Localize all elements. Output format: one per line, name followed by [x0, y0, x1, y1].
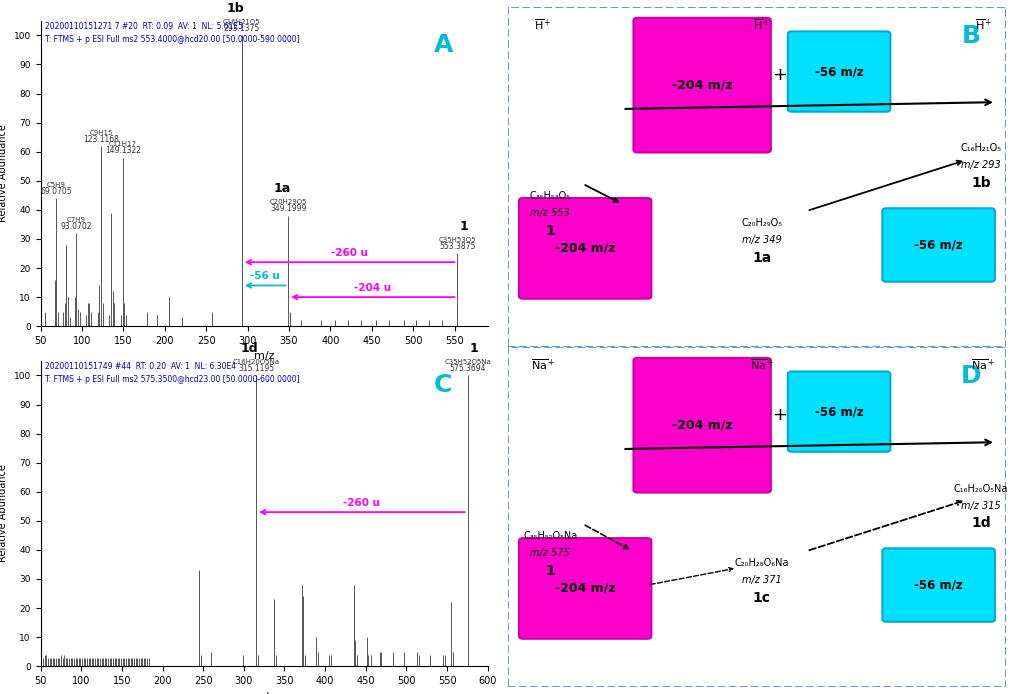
- Text: C₃₅H₅₃O₅: C₃₅H₅₃O₅: [529, 191, 571, 201]
- FancyBboxPatch shape: [787, 31, 890, 112]
- Text: $\overline{\rm H}^+$: $\overline{\rm H}^+$: [974, 17, 993, 32]
- Text: C₃₅H₅₂O₅Na: C₃₅H₅₂O₅Na: [523, 531, 577, 541]
- Text: +: +: [772, 406, 786, 424]
- Text: m/z 349: m/z 349: [742, 235, 781, 245]
- Text: 315.1195: 315.1195: [238, 364, 274, 373]
- Text: C5H9: C5H9: [47, 182, 66, 188]
- Text: -204 m/z: -204 m/z: [555, 242, 616, 255]
- Text: C16H20O5Na: C16H20O5Na: [233, 359, 279, 365]
- Text: 1a: 1a: [273, 183, 291, 195]
- X-axis label: m/z: m/z: [254, 691, 274, 694]
- Text: 93.0702: 93.0702: [61, 222, 92, 231]
- Text: m/z 575: m/z 575: [530, 548, 570, 558]
- FancyBboxPatch shape: [633, 18, 771, 153]
- Text: 20200110151271 7 #20  RT: 0.09  AV: 1  NL: 5.61E5: 20200110151271 7 #20 RT: 0.09 AV: 1 NL: …: [45, 22, 243, 31]
- Text: -56 m/z: -56 m/z: [914, 579, 963, 591]
- Text: C₂₀H₂₉O₅: C₂₀H₂₉O₅: [742, 219, 782, 228]
- Text: C₁₆H₂₀O₅Na: C₁₆H₂₀O₅Na: [954, 484, 1008, 493]
- Text: C35H52O5Na: C35H52O5Na: [444, 359, 491, 365]
- Text: 20200110151749 #44  RT: 0.20  AV: 1  NL: 6.30E4: 20200110151749 #44 RT: 0.20 AV: 1 NL: 6.…: [45, 362, 237, 371]
- Text: m/z 553: m/z 553: [530, 208, 570, 218]
- Text: A: A: [434, 33, 453, 57]
- Text: C₂₀H₂₈O₆Na: C₂₀H₂₈O₆Na: [735, 559, 789, 568]
- Text: 575.3694: 575.3694: [449, 364, 486, 373]
- FancyBboxPatch shape: [882, 208, 995, 282]
- Text: 1c: 1c: [753, 591, 771, 605]
- Text: 1d: 1d: [971, 516, 991, 530]
- Text: $\overline{\rm Na}^+$: $\overline{\rm Na}^+$: [971, 357, 996, 372]
- Text: -204 u: -204 u: [355, 282, 391, 293]
- Text: $\overline{\rm Na}^+$: $\overline{\rm Na}^+$: [750, 357, 774, 372]
- Text: B: B: [961, 24, 980, 48]
- Text: 1d: 1d: [241, 342, 258, 355]
- Text: T: FTMS + p ESI Full ms2 575.3500@hcd23.00 [50.0000-600.0000]: T: FTMS + p ESI Full ms2 575.3500@hcd23.…: [45, 375, 300, 384]
- Text: -56 u: -56 u: [250, 271, 280, 281]
- Text: -260 u: -260 u: [331, 248, 368, 258]
- Text: $\overline{\rm Na}^+$: $\overline{\rm Na}^+$: [530, 357, 555, 372]
- Text: C20H29O5: C20H29O5: [269, 199, 307, 205]
- FancyBboxPatch shape: [787, 371, 890, 452]
- Text: m/z 293: m/z 293: [961, 160, 1001, 171]
- Text: C11H17: C11H17: [109, 142, 137, 147]
- Y-axis label: Relative Abundance: Relative Abundance: [0, 464, 8, 563]
- Text: C7H9: C7H9: [67, 217, 85, 223]
- Text: C₁₆H₂₁O₅: C₁₆H₂₁O₅: [960, 144, 1002, 153]
- Text: 349.1999: 349.1999: [270, 204, 307, 213]
- Text: -56 m/z: -56 m/z: [914, 239, 963, 251]
- Text: 69.0705: 69.0705: [41, 187, 72, 196]
- Text: -204 m/z: -204 m/z: [672, 78, 733, 92]
- Text: -260 u: -260 u: [343, 498, 380, 508]
- FancyBboxPatch shape: [882, 548, 995, 622]
- Text: 1b: 1b: [971, 176, 991, 190]
- Text: 293.1375: 293.1375: [224, 24, 260, 33]
- Text: 1: 1: [469, 342, 479, 355]
- Text: T: FTMS + p ESI Full ms2 553.4000@hcd20.00 [50.0000-590.0000]: T: FTMS + p ESI Full ms2 553.4000@hcd20.…: [45, 35, 300, 44]
- Text: -204 m/z: -204 m/z: [672, 418, 733, 432]
- Text: C: C: [434, 373, 452, 397]
- FancyBboxPatch shape: [519, 198, 651, 298]
- Text: +: +: [772, 66, 786, 84]
- X-axis label: m/z: m/z: [254, 351, 274, 362]
- Text: 1b: 1b: [227, 2, 244, 15]
- Text: 123.1168: 123.1168: [83, 135, 119, 144]
- Text: 1: 1: [459, 220, 468, 233]
- Text: -56 m/z: -56 m/z: [815, 65, 864, 78]
- Text: 553.3875: 553.3875: [439, 242, 475, 251]
- Text: m/z 371: m/z 371: [742, 575, 781, 585]
- Text: m/z 315: m/z 315: [961, 500, 1001, 511]
- Text: -204 m/z: -204 m/z: [555, 582, 616, 595]
- Text: 149.1322: 149.1322: [105, 146, 140, 155]
- FancyBboxPatch shape: [633, 358, 771, 493]
- Text: $\overline{\rm H}^+$: $\overline{\rm H}^+$: [753, 17, 771, 32]
- Text: C16H21O5: C16H21O5: [224, 19, 261, 25]
- Text: 1a: 1a: [752, 251, 771, 265]
- Text: 1: 1: [546, 564, 555, 578]
- Text: C9H15: C9H15: [89, 130, 113, 136]
- Text: -56 m/z: -56 m/z: [815, 405, 864, 418]
- Text: $\overline{\rm H}^+$: $\overline{\rm H}^+$: [534, 17, 552, 32]
- Text: D: D: [961, 364, 981, 388]
- Text: C35H53O5: C35H53O5: [439, 237, 477, 244]
- Text: 1: 1: [546, 223, 555, 238]
- FancyBboxPatch shape: [519, 538, 651, 638]
- Y-axis label: Relative Abundance: Relative Abundance: [0, 124, 8, 223]
